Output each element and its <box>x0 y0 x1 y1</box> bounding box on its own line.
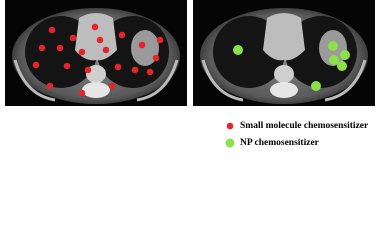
red-dots <box>32 23 164 97</box>
figure: Small molecule chemosensitizer NP chemos… <box>3 0 377 148</box>
ct-scan-left <box>3 0 189 108</box>
legend-marker <box>226 122 234 130</box>
legend-label: Small molecule chemosensitizer <box>240 121 369 131</box>
page: Small molecule chemosensitizer NP chemos… <box>3 0 377 149</box>
green-dots <box>233 41 350 91</box>
legend-marker <box>225 138 235 148</box>
legend-label: NP chemosensitizer <box>240 138 320 148</box>
